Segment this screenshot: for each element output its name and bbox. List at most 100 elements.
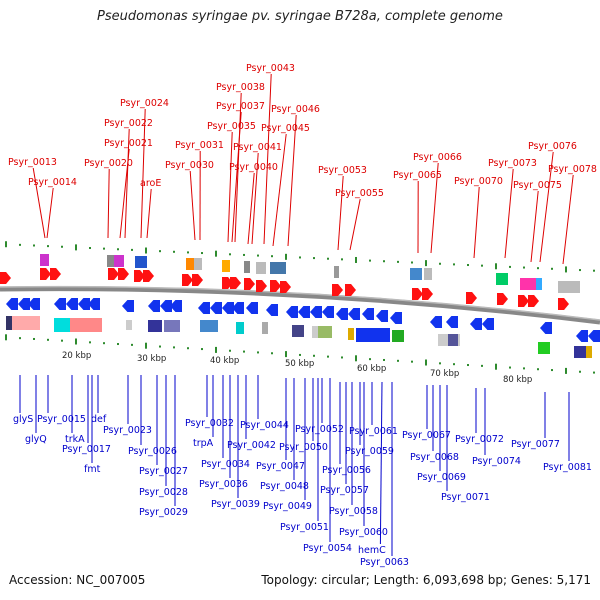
gene-label-bottom[interactable]: Psyr_0044 [240,420,289,431]
gene-feature-block[interactable] [334,266,339,278]
gene-feature-block[interactable] [40,254,49,266]
gene-label-bottom[interactable]: def [91,414,107,425]
gene-label-top[interactable]: Psyr_0053 [318,165,367,176]
forward-gene-arrow[interactable] [466,292,477,304]
gene-label-top[interactable]: Psyr_0038 [216,82,265,93]
gene-feature-block[interactable] [410,268,422,280]
gene-feature-block[interactable] [392,330,404,342]
gene-feature-block[interactable] [107,255,117,267]
reverse-gene-arrow[interactable] [430,316,442,328]
gene-label-bottom[interactable]: Psyr_0067 [402,430,451,441]
reverse-gene-arrow[interactable] [336,308,348,320]
reverse-gene-arrow[interactable] [576,330,588,342]
forward-gene-arrow[interactable] [40,268,51,280]
gene-feature-block[interactable] [222,260,230,272]
reverse-gene-arrow[interactable] [286,306,298,318]
gene-label-bottom[interactable]: glyQ [25,434,47,445]
forward-gene-arrow[interactable] [332,284,343,296]
reverse-gene-arrow[interactable] [88,298,100,310]
gene-label-bottom[interactable]: Psyr_0015 [37,414,86,425]
forward-gene-arrow[interactable] [134,270,145,282]
reverse-gene-arrow[interactable] [122,300,134,312]
gene-label-bottom[interactable]: Psyr_0026 [128,446,177,457]
gene-feature-block[interactable] [448,334,458,346]
gene-label-bottom[interactable]: Psyr_0058 [329,506,378,517]
gene-label-top[interactable]: Psyr_0022 [104,118,153,129]
gene-feature-block[interactable] [536,278,542,290]
gene-label-bottom[interactable]: trpA [193,438,214,449]
forward-gene-arrow[interactable] [528,295,539,307]
gene-label-bottom[interactable]: Psyr_0042 [227,440,276,451]
reverse-gene-arrow[interactable] [348,308,360,320]
forward-gene-arrow[interactable] [50,268,61,280]
gene-label-bottom[interactable]: Psyr_0027 [139,466,188,477]
gene-label-top[interactable]: Psyr_0014 [28,177,77,188]
gene-label-top[interactable]: Psyr_0078 [548,164,597,175]
reverse-gene-arrow[interactable] [198,302,210,314]
gene-feature-block[interactable] [194,258,202,270]
gene-label-bottom[interactable]: Psyr_0069 [417,472,466,483]
gene-feature-block[interactable] [148,320,162,332]
gene-feature-block[interactable] [70,318,102,332]
gene-label-bottom[interactable]: Psyr_0017 [62,444,111,455]
reverse-gene-arrow[interactable] [540,322,552,334]
reverse-gene-arrow[interactable] [362,308,374,320]
gene-feature-block[interactable] [496,273,508,285]
reverse-gene-arrow[interactable] [170,300,182,312]
gene-feature-block[interactable] [114,255,124,267]
gene-feature-block[interactable] [424,268,432,280]
gene-label-bottom[interactable]: Psyr_0068 [410,452,459,463]
gene-label-top[interactable]: Psyr_0030 [165,160,214,171]
gene-label-bottom[interactable]: fmt [84,464,101,475]
reverse-gene-arrow[interactable] [28,298,40,310]
reverse-gene-arrow[interactable] [148,300,160,312]
gene-label-top[interactable]: Psyr_0031 [175,140,224,151]
gene-label-top[interactable]: aroE [140,178,161,189]
gene-label-top[interactable]: Psyr_0013 [8,157,57,168]
gene-label-bottom[interactable]: Psyr_0074 [472,456,521,467]
forward-gene-arrow[interactable] [345,284,356,296]
gene-label-bottom[interactable]: Psyr_0063 [360,557,409,568]
gene-feature-block[interactable] [558,281,580,293]
gene-label-bottom[interactable]: Psyr_0039 [211,499,260,510]
gene-label-bottom[interactable]: Psyr_0059 [345,446,394,457]
forward-gene-arrow[interactable] [192,274,203,286]
gene-feature-block[interactable] [270,262,286,274]
gene-feature-block[interactable] [520,278,536,290]
forward-gene-arrow[interactable] [270,280,281,292]
forward-gene-arrow[interactable] [118,268,129,280]
gene-feature-block[interactable] [135,256,147,268]
gene-label-top[interactable]: Psyr_0046 [271,104,320,115]
reverse-gene-arrow[interactable] [54,298,66,310]
reverse-gene-arrow[interactable] [232,302,244,314]
reverse-gene-arrow[interactable] [298,306,310,318]
gene-label-top[interactable]: Psyr_0037 [216,101,265,112]
gene-label-bottom[interactable]: Psyr_0023 [103,425,152,436]
gene-label-bottom[interactable]: hemC [358,545,386,556]
gene-feature-block[interactable] [126,320,132,330]
reverse-gene-arrow[interactable] [160,300,172,312]
gene-label-top[interactable]: Psyr_0075 [513,180,562,191]
gene-label-bottom[interactable]: Psyr_0050 [279,442,328,453]
reverse-gene-arrow[interactable] [482,318,494,330]
forward-gene-arrow[interactable] [143,270,154,282]
gene-label-bottom[interactable]: Psyr_0047 [256,461,305,472]
gene-label-bottom[interactable]: Psyr_0072 [455,434,504,445]
gene-label-top[interactable]: Psyr_0070 [454,176,503,187]
forward-gene-arrow[interactable] [422,288,433,300]
gene-label-top[interactable]: Psyr_0055 [335,188,384,199]
gene-feature-block[interactable] [164,320,180,332]
forward-gene-arrow[interactable] [518,295,529,307]
gene-feature-block[interactable] [186,258,196,270]
gene-feature-block[interactable] [538,342,550,354]
reverse-gene-arrow[interactable] [18,298,30,310]
reverse-gene-arrow[interactable] [66,298,78,310]
reverse-gene-arrow[interactable] [6,298,18,310]
gene-feature-block[interactable] [262,322,268,334]
reverse-gene-arrow[interactable] [222,302,234,314]
gene-label-top[interactable]: Psyr_0043 [246,63,295,74]
gene-label-bottom[interactable]: Psyr_0056 [322,465,371,476]
gene-label-top[interactable]: Psyr_0035 [207,121,256,132]
forward-gene-arrow[interactable] [256,280,267,292]
gene-label-bottom[interactable]: Psyr_0028 [139,487,188,498]
